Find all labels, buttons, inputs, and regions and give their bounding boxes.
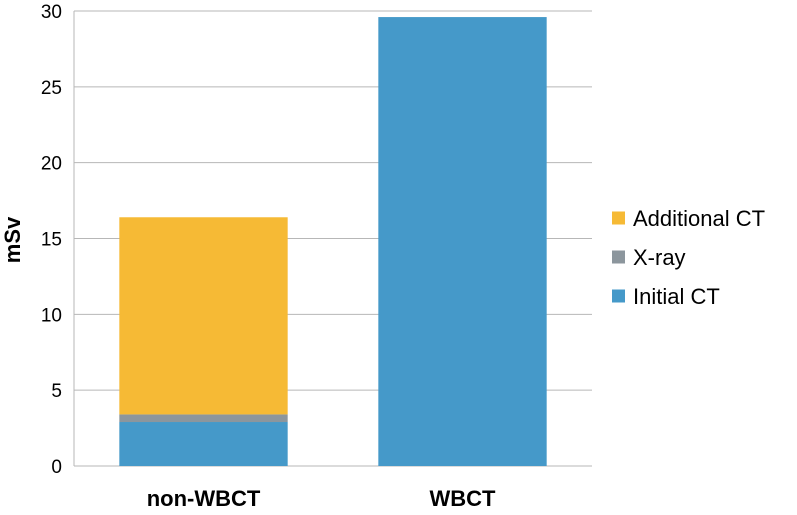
legend-swatch bbox=[612, 289, 625, 303]
y-tick-label: 15 bbox=[41, 230, 62, 251]
bars bbox=[119, 17, 547, 467]
x-tick-label: WBCT bbox=[430, 486, 497, 510]
bar-segment-x-ray bbox=[119, 414, 288, 423]
y-tick-label: 5 bbox=[51, 381, 62, 402]
legend-label: Additional CT bbox=[633, 206, 765, 231]
y-tick-label: 0 bbox=[51, 457, 62, 478]
y-tick-label: 20 bbox=[41, 154, 62, 175]
y-tick-label: 30 bbox=[41, 2, 62, 23]
y-tick-label: 25 bbox=[41, 78, 62, 99]
legend-label: X-ray bbox=[633, 245, 686, 270]
legend-swatch bbox=[612, 211, 625, 225]
y-tick-label: 10 bbox=[41, 305, 62, 326]
legend: Additional CT X-ray Initial CT bbox=[612, 206, 765, 309]
bar-segment-additional-ct bbox=[119, 217, 288, 415]
bar-segment-initial-ct bbox=[119, 422, 288, 466]
bar-segment-initial-ct bbox=[378, 17, 547, 467]
x-tick-label: non-WBCT bbox=[147, 486, 261, 510]
legend-swatch bbox=[612, 250, 625, 264]
legend-label: Initial CT bbox=[633, 284, 720, 309]
axes: 0 5 10 15 20 25 30 non-WBCT WBCT bbox=[41, 2, 497, 511]
y-axis-title: mSv bbox=[0, 216, 25, 263]
